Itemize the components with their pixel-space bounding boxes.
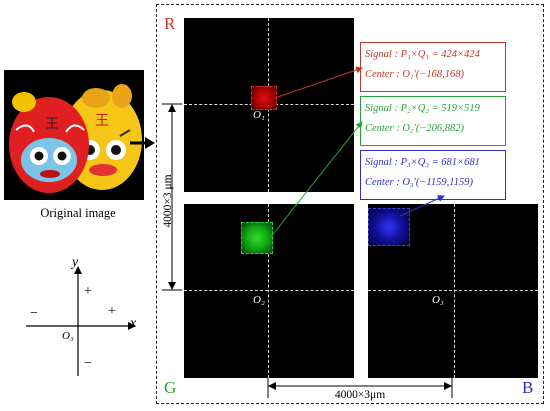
minus-y-sign: − [84,356,92,371]
green-connector [269,121,363,239]
x-axis-label: x [130,316,137,331]
green-annotation-box: Signal : P₂×Q₂ = 519×519 Center : O₂′(−2… [360,96,506,146]
axes-origin-label: O₃ [62,330,74,342]
red-center-text: Center : O₁′(−168,168) [365,69,465,80]
svg-text:王: 王 [95,113,109,129]
svg-text:王: 王 [45,117,58,132]
original-image-caption: Original image [40,206,116,220]
blue-signal-text: Signal : P₃×Q₃ = 681×681 [365,157,480,168]
blue-center-text: Center : O₃′(−1159,1159) [365,177,473,188]
vertical-dimension [162,103,182,291]
green-center-text: Center : O₂′(−206,882) [365,123,465,134]
horizontal-dimension-label: 4000×3μm [334,389,386,401]
y-axis-label: y [72,255,79,270]
blue-channel-panel: O₃ [368,204,538,378]
red-origin-label: O₁ [253,109,265,121]
original-image: 王 王 [4,70,144,200]
red-connector [274,66,363,99]
red-signal-patch [251,86,277,110]
green-panel-letter: G [164,378,177,397]
plus-x-sign: + [108,304,116,319]
minus-x-sign: − [30,306,38,321]
blue-panel-letter: B [522,378,534,397]
blue-connector [399,195,445,217]
channel-frame [156,4,544,404]
green-channel-panel: O₂ [184,204,354,378]
red-annotation-box: Signal : P₁×Q₁ = 424×424 Center : O₁′(−1… [360,42,506,92]
vertical-dimension-label: 4000×3 μm [162,174,174,228]
red-channel-panel: O₁ [184,18,354,192]
blue-origin-label: O₃ [432,294,444,306]
red-panel-letter: R [164,14,176,33]
green-signal-patch [241,222,273,254]
arrow-to-frame [130,137,155,149]
green-origin-label: O₂ [253,294,265,306]
coordinate-axes [26,266,136,376]
horizontal-dimension [267,378,453,398]
green-signal-text: Signal : P₂×Q₂ = 519×519 [365,103,480,114]
blue-annotation-box: Signal : P₃×Q₃ = 681×681 Center : O₃′(−1… [360,150,506,200]
plus-y-sign: + [84,284,92,299]
red-signal-text: Signal : P₁×Q₁ = 424×424 [365,49,480,60]
